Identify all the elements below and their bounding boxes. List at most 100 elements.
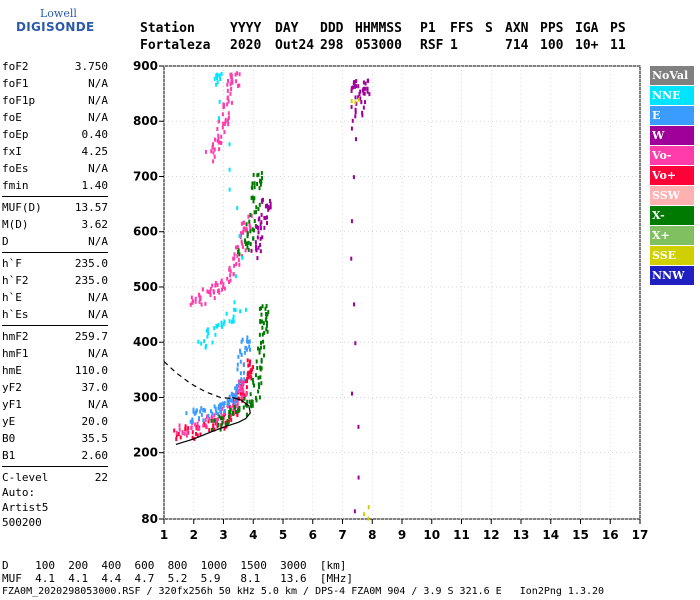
trace-point xyxy=(213,147,216,152)
trace-point xyxy=(354,137,357,142)
trace-point xyxy=(249,347,252,352)
x-tick-label: 15 xyxy=(572,528,589,542)
trace-point xyxy=(366,89,369,94)
trace-point xyxy=(212,142,215,147)
header-label-8: AXN xyxy=(505,21,529,36)
trace-point xyxy=(350,256,353,261)
trace-point xyxy=(242,405,245,410)
param-label: fxI xyxy=(2,145,22,158)
trace-point xyxy=(206,414,209,419)
param-row: D N/A xyxy=(2,233,108,250)
trace-point xyxy=(261,319,264,324)
trace-point xyxy=(231,394,234,399)
trace-point xyxy=(237,408,240,413)
trace-point xyxy=(253,185,256,190)
param-row: C-level 22 xyxy=(2,469,108,486)
trace-point xyxy=(239,235,242,240)
param-value: N/A xyxy=(88,398,108,411)
trace-point xyxy=(206,289,209,294)
file-info: FZA0M_2020298053000.RSF / 320fx256h 50 k… xyxy=(2,586,605,597)
header-value-8: 100 xyxy=(540,38,564,53)
trace-point xyxy=(226,421,229,426)
param-value: 2.60 xyxy=(81,449,109,462)
y-tick-label: 200 xyxy=(133,446,158,460)
header-label-3: DDD xyxy=(320,21,344,36)
x-tick-label: 2 xyxy=(190,528,198,542)
trace-point xyxy=(220,278,223,283)
trace-point xyxy=(243,350,246,355)
header-value-10: 11 xyxy=(610,38,626,53)
trace-point xyxy=(213,154,216,159)
trace-point xyxy=(227,78,230,83)
trace-point xyxy=(221,414,224,419)
trace-point xyxy=(221,416,224,421)
param-label: h`F xyxy=(2,257,22,270)
trace-point xyxy=(357,475,360,480)
trace-point xyxy=(240,339,243,344)
trace-point xyxy=(177,432,180,437)
trace-point xyxy=(230,391,233,396)
legend-item-nne: NNE xyxy=(650,86,694,105)
trace-point xyxy=(353,302,356,307)
trace-point xyxy=(209,293,212,298)
trace-point xyxy=(263,225,266,230)
trace-point xyxy=(187,426,190,431)
trace-point xyxy=(258,350,261,355)
trace-point xyxy=(234,308,237,313)
trace-point xyxy=(210,427,213,432)
trace-point xyxy=(269,201,272,206)
trace-point xyxy=(252,228,255,233)
trace-point xyxy=(238,405,241,410)
trace-point xyxy=(226,118,229,123)
trace-point xyxy=(255,246,258,251)
trace-point xyxy=(219,402,222,407)
trace-point xyxy=(358,92,361,97)
trace-point xyxy=(260,170,263,175)
trace-point xyxy=(251,377,254,382)
trace-point xyxy=(240,388,243,393)
trace-point xyxy=(265,327,268,332)
trace-point xyxy=(258,186,261,191)
trace-point xyxy=(227,115,230,120)
trace-point xyxy=(260,212,263,217)
trace-point xyxy=(221,421,224,426)
trace-point xyxy=(259,249,262,254)
header-label-1: YYYY xyxy=(230,21,262,36)
trace-point xyxy=(195,431,198,436)
trace-point xyxy=(250,195,253,200)
trace-point xyxy=(221,125,224,130)
trace-point xyxy=(209,290,212,295)
header-value-6: 1 xyxy=(450,38,458,53)
trace-point xyxy=(218,290,221,295)
trace-point xyxy=(211,145,214,150)
param-label: hmE xyxy=(2,364,22,377)
trace-point xyxy=(207,419,210,424)
trace-point xyxy=(249,229,252,234)
trace-point xyxy=(354,341,357,346)
param-row: foEs N/A xyxy=(2,160,108,177)
trace-point xyxy=(233,263,236,268)
trace-point xyxy=(247,373,250,378)
trace-point xyxy=(191,417,194,422)
trace-point xyxy=(217,404,220,409)
header-label-11: PS xyxy=(610,21,626,36)
trace-point xyxy=(352,81,355,86)
trace-point xyxy=(203,339,206,344)
trace-point xyxy=(200,406,203,411)
header-label-2: DAY xyxy=(275,21,299,36)
trace-point xyxy=(228,404,231,409)
header-value-5: RSF xyxy=(420,38,444,53)
trace-point xyxy=(175,430,178,435)
trace-point xyxy=(179,435,182,440)
trace-point xyxy=(217,406,220,411)
trace-point xyxy=(350,99,353,104)
trace-point xyxy=(217,133,220,138)
trace-point xyxy=(235,389,238,394)
trace-point xyxy=(213,404,216,409)
trace-point xyxy=(242,370,245,375)
trace-point xyxy=(248,362,251,367)
trace-point xyxy=(214,283,217,288)
y-tick-label: 600 xyxy=(133,225,158,239)
trace-point xyxy=(261,235,264,240)
